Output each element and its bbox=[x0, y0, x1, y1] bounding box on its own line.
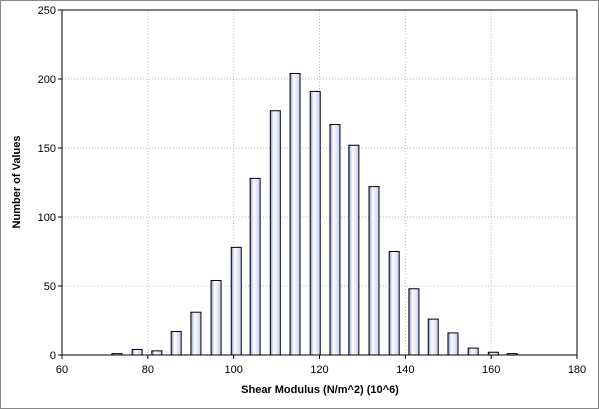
bar bbox=[269, 110, 281, 356]
bar bbox=[447, 332, 459, 356]
bar bbox=[131, 348, 143, 356]
bar bbox=[427, 318, 439, 356]
y-axis-label: Number of Values bbox=[11, 136, 23, 229]
x-tick-label: 160 bbox=[482, 364, 500, 376]
x-tick-label: 140 bbox=[396, 364, 414, 376]
x-tick-label: 100 bbox=[224, 364, 242, 376]
bar bbox=[368, 186, 380, 356]
bar bbox=[230, 246, 242, 356]
bar bbox=[249, 177, 261, 356]
y-tick-label: 50 bbox=[44, 281, 56, 293]
bar bbox=[289, 72, 301, 356]
bar bbox=[348, 144, 360, 356]
bar bbox=[151, 350, 163, 356]
y-tick-label: 100 bbox=[38, 212, 56, 224]
bar bbox=[210, 279, 222, 356]
x-tick-label: 80 bbox=[142, 364, 154, 376]
x-tick-label: 120 bbox=[310, 364, 328, 376]
y-tick-label: 200 bbox=[38, 74, 56, 86]
bar bbox=[309, 90, 321, 356]
y-tick-label: 250 bbox=[38, 5, 56, 17]
bar bbox=[388, 251, 400, 356]
bar bbox=[467, 347, 479, 356]
x-axis-label: Shear Modulus (N/m^2) (10^6) bbox=[241, 384, 399, 396]
plot-border bbox=[61, 9, 578, 356]
y-tick-label: 150 bbox=[38, 143, 56, 155]
y-tick-label: 0 bbox=[50, 350, 56, 362]
bar bbox=[190, 311, 202, 356]
x-tick-label: 60 bbox=[56, 364, 68, 376]
bar bbox=[170, 331, 182, 356]
bar bbox=[408, 288, 420, 356]
bar bbox=[329, 124, 341, 356]
x-tick-label: 180 bbox=[568, 364, 586, 376]
